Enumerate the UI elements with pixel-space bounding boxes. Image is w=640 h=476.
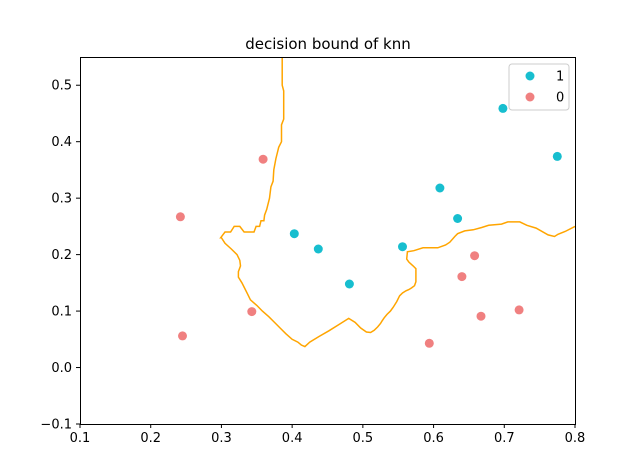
x-tick-label: 0.2 — [140, 431, 161, 446]
x-tick-label: 0.4 — [282, 431, 303, 446]
plot-area — [175, 57, 576, 348]
legend: 10 — [508, 63, 570, 111]
point-class-0-0 — [175, 212, 185, 222]
point-class-0-6 — [470, 251, 480, 261]
plot-frame — [80, 57, 576, 425]
y-tick-label: 0.1 — [51, 305, 72, 320]
x-tick-label: 0.5 — [353, 431, 374, 446]
y-tick-label: 0.3 — [51, 192, 72, 207]
point-class-1-6 — [498, 103, 508, 113]
legend-marker-1 — [525, 71, 535, 81]
point-class-0-4 — [424, 338, 434, 348]
point-class-1-5 — [453, 214, 463, 223]
point-class-1-7 — [552, 151, 562, 161]
y-tick-label: 0.0 — [51, 361, 72, 376]
chart-title: decision bound of knn — [245, 35, 411, 53]
axis-ticks: 0.1 0.2 0.3 0.4 0.5 0.6 0.7 0.8 −0.1 0.0 0.1 0.2 0.3… — [40, 79, 585, 446]
point-class-0-8 — [514, 305, 524, 315]
x-tick-label: 0.1 — [70, 431, 91, 446]
point-class-1-3 — [398, 242, 407, 252]
point-class-0-3 — [258, 154, 268, 164]
x-tick-label: 0.6 — [423, 431, 444, 446]
x-tick-label: 0.3 — [211, 431, 232, 446]
legend-marker-0 — [525, 92, 535, 102]
decision-boundary-line — [219, 57, 576, 348]
y-tick-label: −0.1 — [40, 418, 72, 433]
point-class-1-2 — [344, 279, 354, 289]
y-tick-label: 0.4 — [51, 135, 72, 150]
point-class-0-2 — [247, 307, 257, 317]
x-tick-label: 0.8 — [565, 431, 586, 446]
point-class-1-1 — [313, 244, 323, 254]
legend-label-0: 0 — [556, 91, 564, 106]
x-tick-label: 0.7 — [494, 431, 515, 446]
point-class-0-1 — [178, 331, 187, 341]
point-class-1-0 — [289, 229, 299, 239]
y-tick-label: 0.5 — [51, 79, 72, 94]
point-class-0-7 — [476, 311, 486, 321]
legend-box — [508, 63, 570, 111]
legend-label-1: 1 — [556, 70, 564, 85]
point-class-1-4 — [435, 183, 445, 193]
point-class-0-5 — [457, 272, 467, 282]
y-tick-label: 0.2 — [51, 248, 72, 263]
